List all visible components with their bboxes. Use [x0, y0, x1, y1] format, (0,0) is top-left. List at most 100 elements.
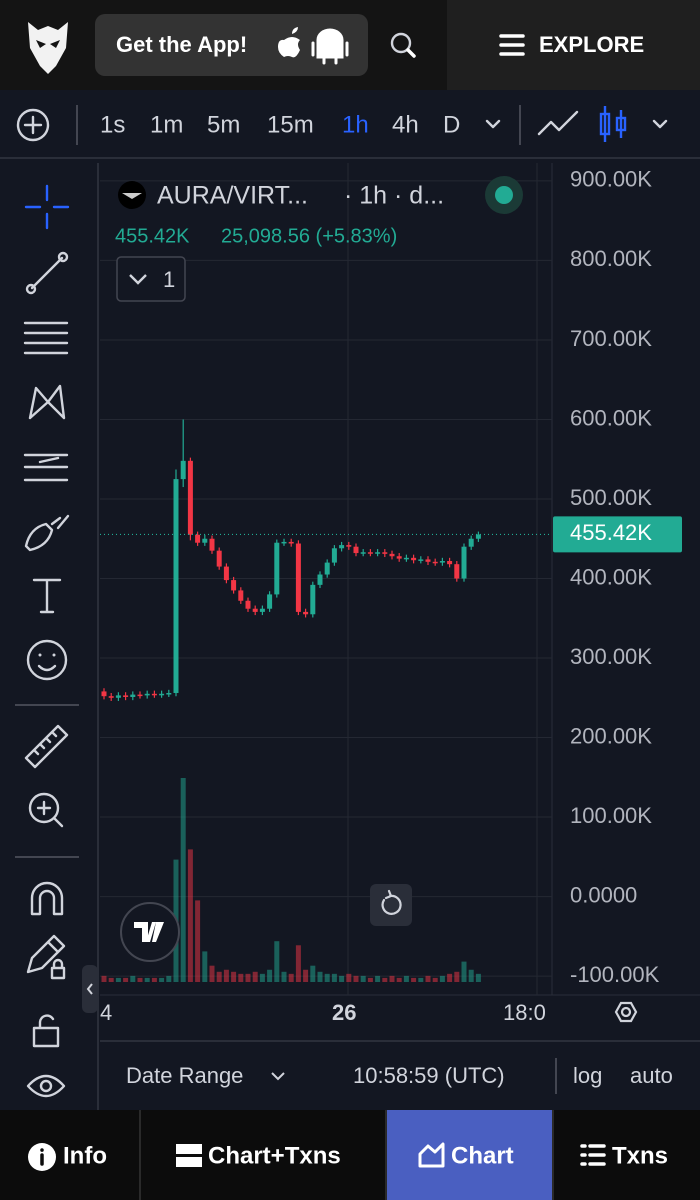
- ruler-tool[interactable]: [24, 724, 69, 769]
- volume-bar: [432, 977, 438, 982]
- zoom-tool[interactable]: [28, 792, 64, 828]
- explore-text[interactable]: EXPLORE: [539, 32, 644, 57]
- chart-type-dropdown[interactable]: [652, 119, 668, 129]
- reset-chart-button[interactable]: [370, 884, 412, 926]
- indicators-count: 1: [163, 267, 175, 292]
- last-price-label: 455.42K: [570, 520, 652, 545]
- clock[interactable]: 10:58:59 (UTC): [353, 1063, 505, 1088]
- volume-bar: [303, 969, 309, 982]
- nav-tab[interactable]: Info: [63, 1142, 107, 1169]
- candle-body: [403, 557, 409, 560]
- nav-tab[interactable]: Txns: [612, 1142, 668, 1169]
- candle-body: [432, 561, 438, 564]
- line-chart-button[interactable]: [537, 110, 579, 136]
- candle-body: [439, 561, 445, 563]
- candle-body: [267, 594, 273, 609]
- crosshair-tool[interactable]: [24, 184, 70, 230]
- candle-body: [475, 534, 481, 539]
- y-tick-label: -100.00K: [570, 962, 660, 987]
- candle-body: [295, 543, 301, 612]
- visibility-tool[interactable]: [26, 1074, 66, 1098]
- y-tick-label: 600.00K: [570, 405, 652, 430]
- candle-body: [223, 566, 229, 581]
- volume-bar: [274, 941, 280, 982]
- candle-body: [454, 564, 460, 579]
- lock-tool[interactable]: [32, 1014, 60, 1048]
- auto-toggle[interactable]: auto: [630, 1063, 673, 1088]
- get-app-button[interactable]: [95, 14, 368, 76]
- symbol-logo-mark: [122, 193, 142, 199]
- timeframe-bar: [0, 90, 700, 158]
- settings-button[interactable]: [614, 1001, 638, 1023]
- candle-body: [238, 590, 244, 601]
- candle-body: [202, 538, 208, 543]
- search-button[interactable]: [390, 32, 416, 58]
- brush-tool[interactable]: [24, 514, 70, 552]
- collapse-toolbar[interactable]: [82, 965, 98, 1013]
- symbol-name[interactable]: AURA/VIRT...: [157, 182, 308, 210]
- volume-bar: [166, 975, 172, 982]
- text-tool[interactable]: [32, 578, 62, 614]
- timeframe-button[interactable]: 1m: [150, 111, 183, 138]
- candle-body: [180, 460, 186, 480]
- explore-area[interactable]: [447, 0, 700, 90]
- lock-drawing-tool[interactable]: [26, 934, 66, 980]
- volume-bar: [108, 977, 114, 982]
- candle-body: [331, 548, 337, 563]
- volume-bar: [130, 975, 136, 982]
- logo[interactable]: [28, 22, 68, 74]
- nav-tab[interactable]: Chart: [451, 1142, 514, 1169]
- volume-bar: [346, 973, 352, 982]
- candle-body: [281, 541, 287, 544]
- candle-chart-button[interactable]: [599, 106, 627, 142]
- trend-line-tool[interactable]: [25, 251, 69, 295]
- volume-bar: [216, 971, 222, 982]
- candle-body: [396, 556, 402, 559]
- volume-bar: [245, 973, 251, 982]
- chart-txns-icon: [176, 1144, 202, 1167]
- volume-bar: [324, 973, 330, 982]
- candle-body: [353, 546, 359, 554]
- date-range-button[interactable]: Date Range: [126, 1063, 243, 1088]
- timeframe-dropdown[interactable]: [485, 119, 501, 129]
- volume-bar: [382, 977, 388, 982]
- chart-icon: [418, 1142, 445, 1168]
- timeframe-button[interactable]: 1s: [100, 111, 125, 138]
- fib-tool[interactable]: [23, 321, 69, 355]
- log-toggle[interactable]: log: [573, 1063, 602, 1088]
- candle-body: [274, 542, 280, 595]
- volume-bar: [475, 973, 481, 982]
- symbol-interval: · 1h · d...: [344, 182, 444, 210]
- indicators-toggle[interactable]: [116, 256, 186, 302]
- y-tick-label: 400.00K: [570, 564, 652, 589]
- emoji-tool[interactable]: [26, 639, 68, 681]
- volume-bar: [339, 975, 345, 982]
- add-symbol-button[interactable]: [16, 108, 50, 142]
- timeframe-button[interactable]: 15m: [267, 111, 314, 138]
- timeframe-button[interactable]: 5m: [207, 111, 240, 138]
- volume-bar: [209, 965, 215, 982]
- candle-body: [216, 550, 222, 567]
- candle-body: [245, 600, 251, 609]
- timeframe-button[interactable]: 4h: [392, 111, 419, 138]
- magnet-tool[interactable]: [30, 881, 64, 916]
- pattern-tool[interactable]: [28, 384, 66, 420]
- timeframe-button[interactable]: D: [443, 111, 460, 138]
- volume-bar: [180, 778, 186, 982]
- y-tick-label: 800.00K: [570, 246, 652, 271]
- volume-bar: [151, 977, 157, 982]
- android-icon: [311, 28, 349, 65]
- candle-body: [195, 534, 201, 543]
- tradingview-logo[interactable]: [120, 902, 180, 962]
- volume-bar: [389, 975, 395, 982]
- legend-change: 25,098.56 (+5.83%): [221, 225, 397, 247]
- timeframe-button[interactable]: 1h: [342, 111, 369, 138]
- date-range-chevron: [271, 1072, 285, 1081]
- candle-body: [382, 552, 388, 554]
- prediction-tool[interactable]: [23, 453, 69, 482]
- apple-icon: [278, 27, 300, 58]
- volume-bar: [195, 900, 201, 982]
- y-tick-label: 500.00K: [570, 485, 652, 510]
- nav-tab[interactable]: Chart+Txns: [208, 1142, 341, 1169]
